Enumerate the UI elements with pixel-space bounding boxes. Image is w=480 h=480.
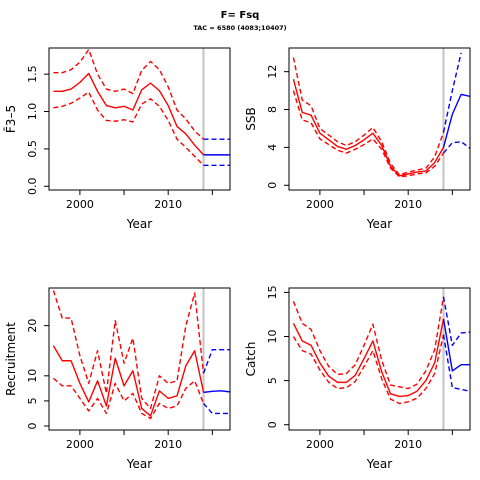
y-tick-label: 5 [26,397,39,404]
y-tick-label: 8 [266,106,279,113]
history-lower-line [292,90,445,178]
panel-recruitment: 2000 2010 0 5 10 20 Year Recruitment [4,287,231,471]
y-tick-label: 0.0 [26,178,39,196]
x-axis-label: Year [366,457,392,471]
x-tick-label: 2000 [306,198,334,211]
x-tick-label: 2000 [306,438,334,451]
y-axis-label: F̄3–5 [4,105,18,133]
projection-median-line [442,93,470,148]
y-tick-label: 10 [266,330,279,344]
x-tick-label: 2010 [154,198,182,211]
history-upper-line [292,296,445,390]
y-tick-label: 10 [26,369,39,383]
x-tick-label: 2010 [394,198,422,211]
plot-frame [48,47,231,191]
series-group [52,290,230,420]
y-tick-label: 0.5 [26,140,39,158]
panel-ssb: 2000 2010 0 4 8 12 Year SSB [244,47,471,231]
y-tick-label: 15 [266,285,279,299]
series-group [53,48,230,167]
y-tick-label: 20 [26,319,39,333]
series-group [292,52,470,178]
x-tick-label: 2010 [394,438,422,451]
x-axis-label: Year [126,217,152,231]
y-tick-label: 12 [266,65,279,79]
history-lower-line [292,334,445,405]
history-upper-line [292,57,445,176]
history-median-line [53,72,205,156]
history-median-line [52,345,205,417]
figure-subtitle: TAC = 6580 (4083;10407) [193,24,287,32]
x-tick-label: 2000 [66,438,94,451]
projection-upper-line [442,52,462,133]
plot-frame [288,287,471,431]
y-tick-label: 0 [26,422,39,429]
history-median-line [292,79,445,177]
x-tick-label: 2000 [66,198,94,211]
projection-lower-line [442,334,470,392]
history-lower-line [52,377,205,420]
y-tick-label: 4 [266,144,279,151]
history-lower-line [53,91,205,166]
projection-lower-line [202,402,230,415]
y-tick-label: 1.5 [26,65,39,83]
panel-catch: 2000 2010 0 5 10 15 Year Catch [244,285,471,471]
projection-median-line [203,390,230,394]
figure-title: F= Fsq [220,10,260,21]
projection-upper-line [202,349,230,374]
history-upper-line [53,48,204,140]
y-axis-label: Catch [244,342,258,377]
y-tick-label: 0 [266,182,279,189]
x-axis-label: Year [126,457,152,471]
panel-f: 2000 2010 0.0 0.5 1.0 1.5 Year F̄3–5 [4,47,231,231]
x-axis-label: Year [366,217,392,231]
plot-frame [48,287,231,431]
projection-median-line [442,318,470,372]
y-axis-label: SSB [244,107,258,130]
y-tick-label: 5 [266,377,279,384]
projection-lower-line [442,141,470,154]
y-tick-label: 1.0 [26,103,39,121]
history-upper-line [52,290,205,410]
y-tick-label: 0 [266,421,279,428]
series-group [292,296,470,405]
history-median-line [292,318,445,398]
y-axis-label: Recruitment [4,322,18,396]
projection-upper-line [442,296,470,347]
x-tick-label: 2010 [154,438,182,451]
plot-frame [288,47,471,191]
